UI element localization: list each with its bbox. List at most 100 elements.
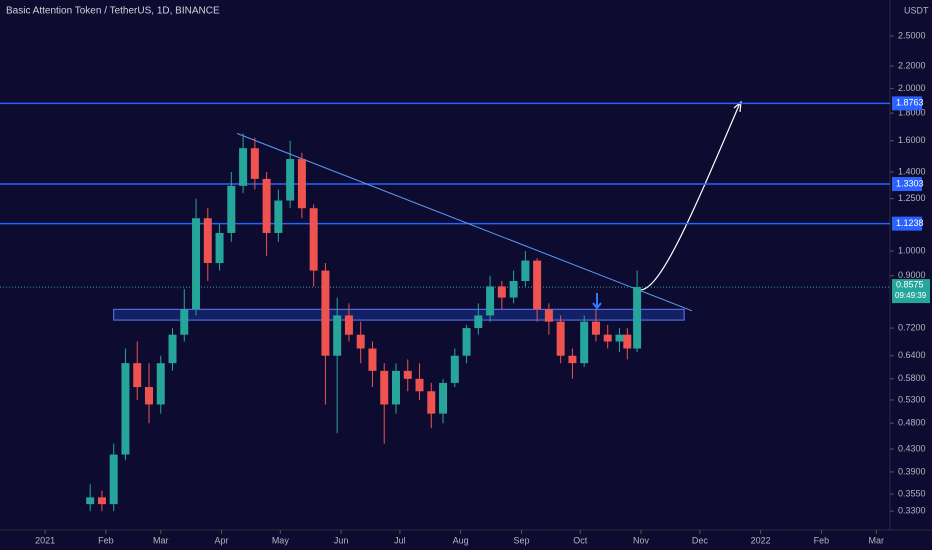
x-tick-label: Jul <box>394 535 406 545</box>
candle-body <box>368 348 377 371</box>
y-tick-label: 1.8000 <box>898 107 926 117</box>
candle-body <box>615 334 624 342</box>
candle-body <box>486 286 495 316</box>
candle-body <box>192 218 201 310</box>
candle-body <box>109 454 118 505</box>
y-tick-label: 0.3900 <box>898 466 926 476</box>
candle-body <box>144 387 153 405</box>
candle-body <box>380 370 389 405</box>
candle-body <box>180 309 189 335</box>
currency-label: USDT <box>904 5 929 15</box>
candle-body <box>168 334 177 364</box>
candle-body <box>415 378 424 392</box>
y-tick-label: 1.6000 <box>898 135 926 145</box>
y-tick-label: 0.5800 <box>898 373 926 383</box>
x-tick-label: Sep <box>513 535 529 545</box>
candle-body <box>86 497 95 505</box>
candle-body <box>633 287 642 349</box>
projection-arrowhead <box>733 100 742 113</box>
candle-body <box>497 286 506 298</box>
candle-body <box>203 218 212 264</box>
candle-body <box>568 355 577 364</box>
y-tick-label: 2.5000 <box>898 30 926 40</box>
y-tick-label: 0.5300 <box>898 394 926 404</box>
level-label-box <box>892 177 922 192</box>
candle-body <box>239 148 248 186</box>
candle-body <box>133 363 142 388</box>
candle-body <box>427 391 436 414</box>
candle-body <box>97 497 106 505</box>
candle-body <box>521 260 530 282</box>
candle-body <box>262 178 271 233</box>
x-tick-label: Nov <box>633 535 650 545</box>
x-tick-label: Feb <box>814 535 830 545</box>
candle-body <box>603 334 612 342</box>
x-tick-label: May <box>272 535 290 545</box>
candle-body <box>462 328 471 356</box>
support-zone <box>113 308 685 321</box>
countdown-label: 09:49:39 <box>895 291 927 300</box>
x-tick-label: Dec <box>692 535 709 545</box>
candle-body <box>556 321 565 356</box>
last-price-box <box>892 279 930 304</box>
candle-body <box>250 148 259 179</box>
candle-body <box>227 185 236 233</box>
candle-body <box>544 309 553 322</box>
candle-body <box>215 232 224 264</box>
candle-body <box>356 334 365 349</box>
candle-body <box>333 315 342 356</box>
y-tick-label: 0.9000 <box>898 270 926 280</box>
y-tick-label: 0.3300 <box>898 506 926 516</box>
x-tick-label: Mar <box>869 535 885 545</box>
candle-body <box>321 270 330 356</box>
candle-body <box>156 363 165 405</box>
candle-body <box>450 355 459 383</box>
candle-body <box>274 200 283 233</box>
level-label-box <box>892 216 922 231</box>
projection-curve <box>639 102 741 291</box>
x-tick-label: 2022 <box>751 535 771 545</box>
marker-arrow <box>592 293 602 310</box>
level-label-box <box>892 96 922 111</box>
y-tick-label: 1.0000 <box>898 245 926 255</box>
chart-title: Basic Attention Token / TetherUS, 1D, BI… <box>6 6 220 17</box>
y-tick-label: 0.4800 <box>898 418 926 428</box>
last-price-label: 0.8575 <box>896 279 924 289</box>
y-tick-label: 2.2000 <box>898 60 926 70</box>
candle-body <box>121 363 130 455</box>
y-tick-label: 2.0000 <box>898 83 926 93</box>
x-tick-label: Jun <box>334 535 349 545</box>
candle-body <box>533 260 542 310</box>
y-tick-label: 0.3550 <box>898 488 926 498</box>
candle-body <box>344 315 353 335</box>
y-tick-label: 1.4000 <box>898 166 926 176</box>
candle-body <box>474 315 483 329</box>
level-label: 1.8763 <box>896 98 924 108</box>
candle-body <box>297 159 306 209</box>
candle-body <box>591 321 600 335</box>
level-label: 1.3303 <box>896 178 924 188</box>
level-label: 1.1238 <box>896 218 924 228</box>
trendline <box>237 133 693 312</box>
candle-body <box>309 208 318 271</box>
y-tick-label: 0.4300 <box>898 443 926 453</box>
x-tick-label: Oct <box>573 535 588 545</box>
candle-body <box>391 370 400 405</box>
x-tick-label: Mar <box>153 535 169 545</box>
candle-body <box>403 370 412 379</box>
x-tick-label: Apr <box>215 535 229 545</box>
candle-body <box>509 281 518 298</box>
x-tick-label: Feb <box>98 535 114 545</box>
candle-body <box>286 159 295 201</box>
candle-body <box>580 321 589 364</box>
candle-body <box>439 382 448 414</box>
y-tick-label: 1.2500 <box>898 193 926 203</box>
y-tick-label: 0.6400 <box>898 350 926 360</box>
x-tick-label: Aug <box>453 535 469 545</box>
x-tick-label: 2021 <box>35 535 55 545</box>
y-tick-label: 0.7200 <box>898 322 926 332</box>
candle-body <box>623 334 632 349</box>
